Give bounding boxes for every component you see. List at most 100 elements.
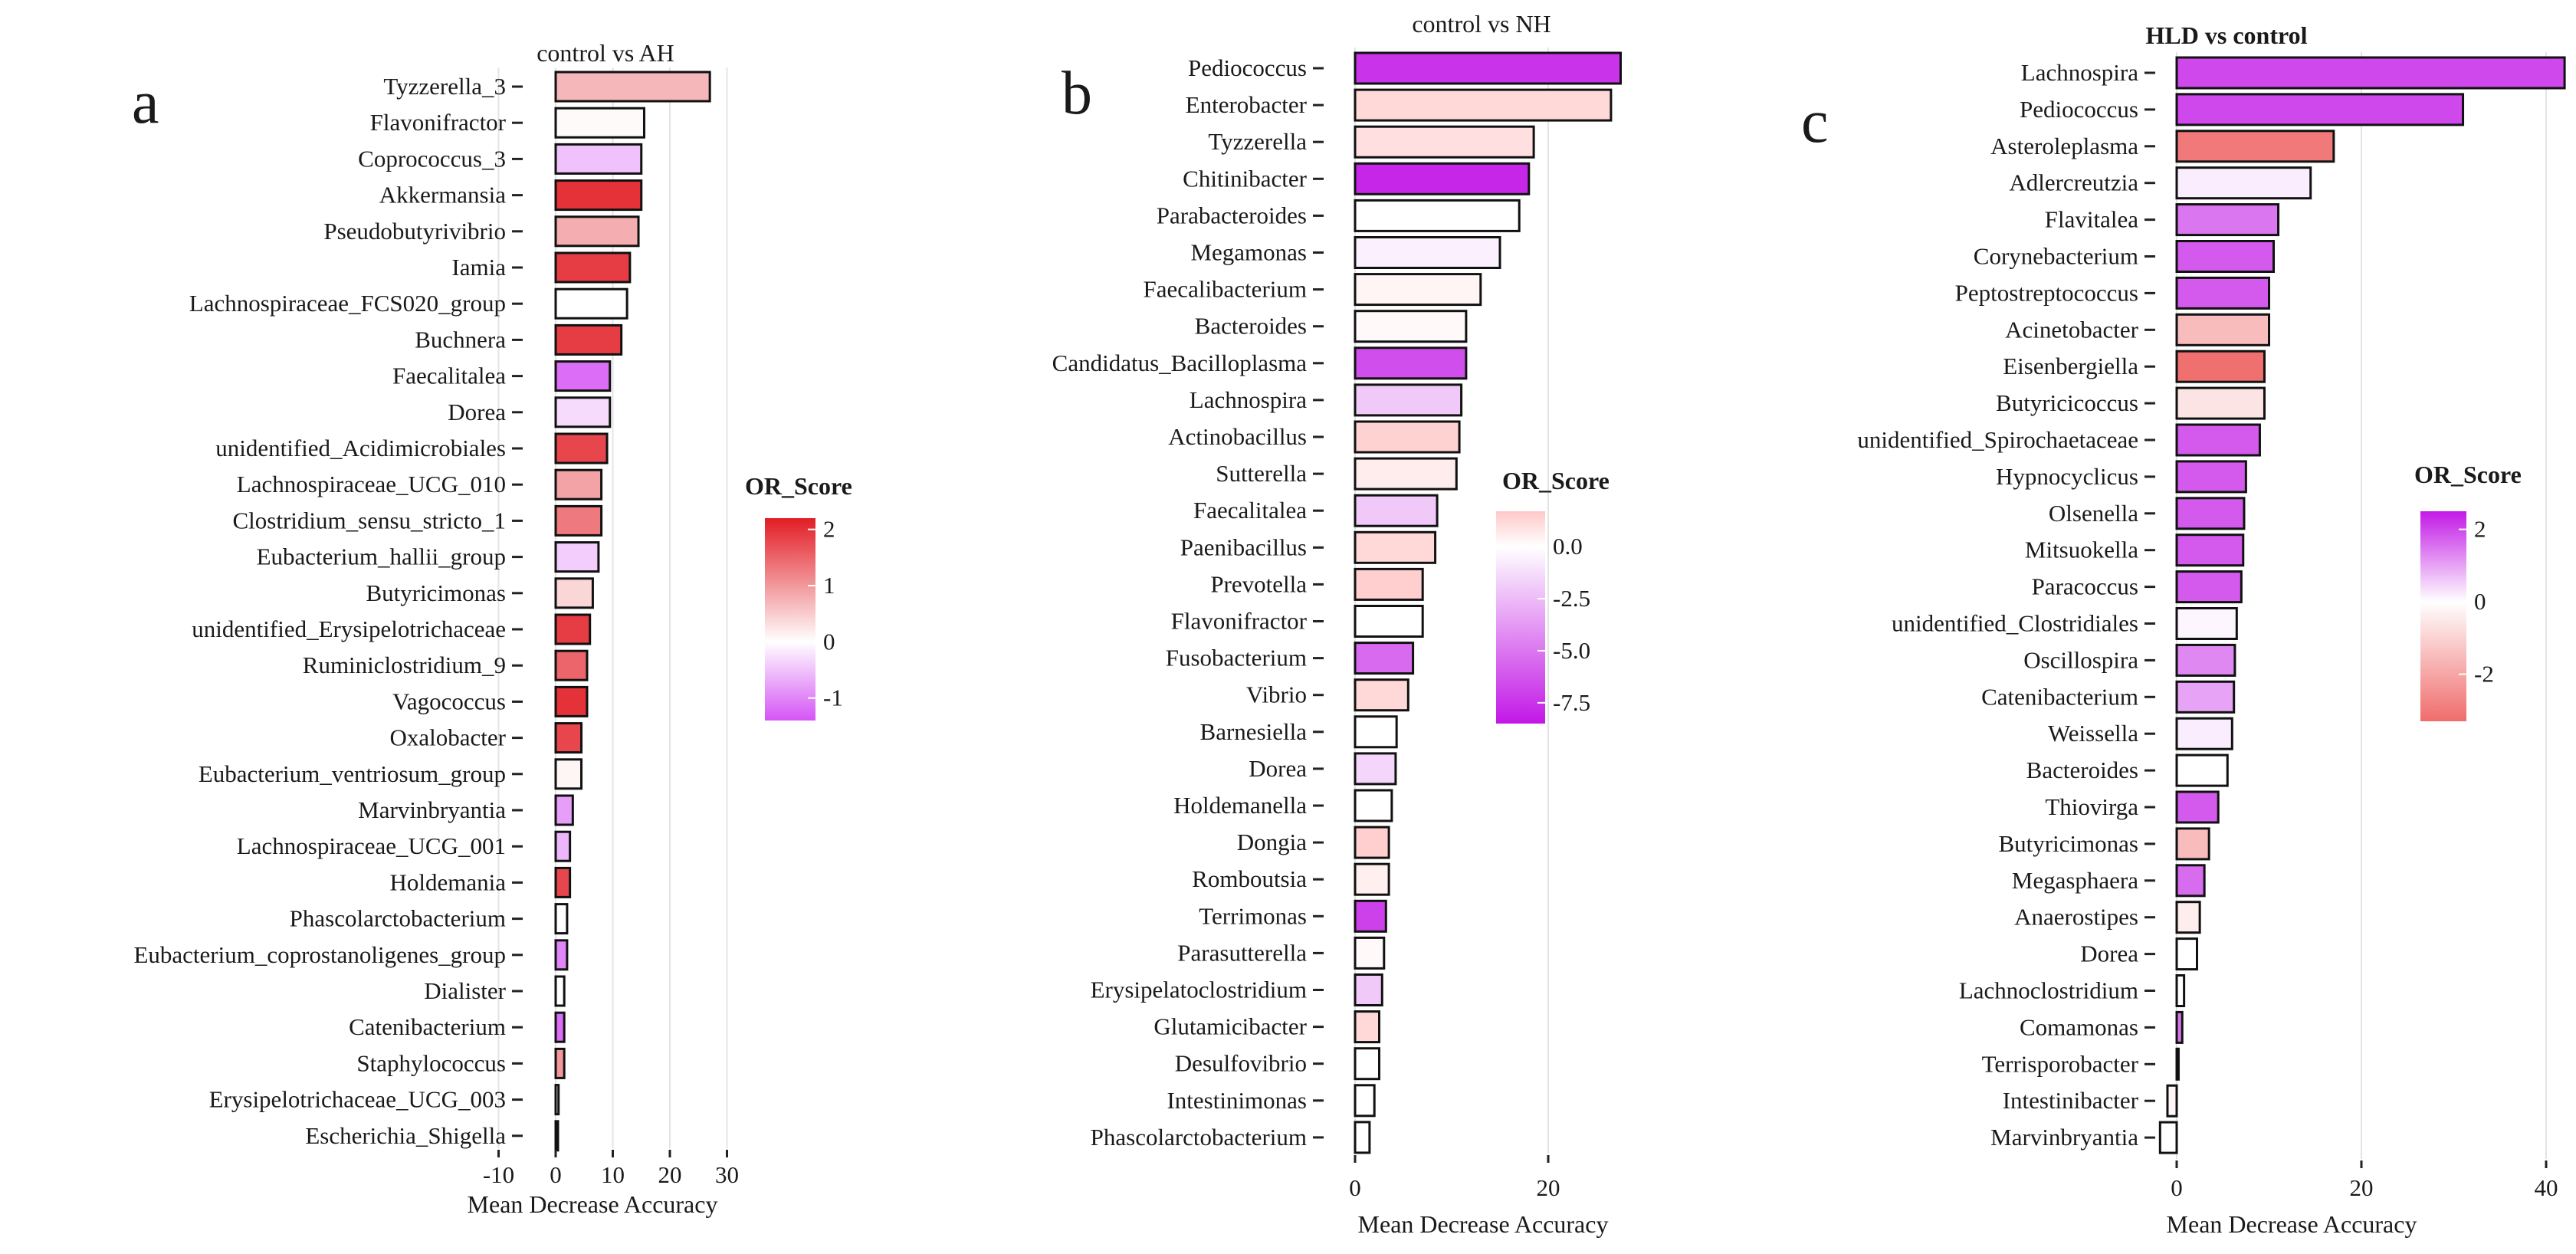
panel-a-x-axis-label: Mean Decrease Accuracy: [468, 1190, 718, 1218]
panel-c: c HLD vs control Lachnospira Pediococcus A…: [1801, 21, 2566, 1238]
category-label: Pseudobutyrivibrio: [323, 218, 506, 245]
bar: [2175, 460, 2247, 494]
category-label: Erysipelatoclostridium: [1091, 977, 1307, 1003]
bar: [554, 360, 612, 392]
category-label: unidentified_Acidimicrobiales: [215, 435, 506, 461]
bar: [1354, 826, 1390, 859]
bar: [554, 613, 592, 645]
x-tick-label: 20: [1537, 1174, 1560, 1201]
category-label: Olsenella: [2049, 500, 2138, 527]
bar: [1354, 310, 1468, 343]
x-tick-label: 0: [1349, 1174, 1361, 1201]
panel-b: b control vs NH Pediococcus Enterobacter T…: [1052, 10, 1622, 1238]
category-label: unidentified_Erysipelotrichaceae: [192, 616, 506, 642]
panel-c-letter: c: [1801, 88, 1829, 156]
bar: [2175, 643, 2236, 677]
bar: [554, 107, 645, 139]
category-label: Dorea: [448, 399, 506, 425]
bar: [1354, 936, 1386, 970]
bar: [1354, 273, 1482, 307]
category-label: Peptostreptococcus: [1955, 279, 2138, 306]
bar: [554, 758, 583, 790]
category-label: Adlercreutzia: [2009, 169, 2138, 196]
category-label: Holdemania: [389, 868, 506, 895]
bar: [554, 323, 623, 356]
x-tick-label: 30: [715, 1161, 739, 1188]
category-label: Desulfovibrio: [1175, 1050, 1307, 1077]
bar: [1354, 1010, 1380, 1044]
category-label: Weissella: [2048, 720, 2138, 747]
category-label: Buchnera: [415, 326, 506, 353]
legend-tick-label: -5.0: [1553, 637, 1590, 664]
category-label: Eisenbergiella: [2003, 353, 2138, 379]
bar: [1354, 125, 1535, 159]
bar: [1354, 973, 1383, 1006]
bar: [2175, 1047, 2180, 1081]
bar: [1354, 1047, 1380, 1081]
bar: [1354, 715, 1398, 749]
bar: [2175, 350, 2266, 383]
panel-b-bars: [1354, 51, 1622, 1154]
bar: [2175, 864, 2206, 898]
panel-b-x-tick-labels: 0 20: [1349, 1155, 1560, 1201]
category-label: Lachnospira: [2021, 59, 2138, 86]
category-label: Flavitalea: [2045, 206, 2138, 233]
category-label: Paenibacillus: [1180, 533, 1307, 560]
legend-tick-label: -2.5: [1553, 585, 1590, 612]
panel-c-legend-colorbar: [2420, 511, 2466, 721]
bar: [1354, 678, 1409, 712]
category-label: Prevotella: [1210, 570, 1307, 597]
category-label: Butyricimonas: [366, 579, 506, 606]
category-label: Lachnospira: [1190, 386, 1307, 413]
panel-a-x-tick-labels: -10 0 10 20 30: [483, 1150, 739, 1188]
x-tick-label: -10: [483, 1161, 514, 1188]
bar: [554, 287, 628, 320]
legend-tick-label: 1: [823, 572, 835, 599]
bar: [1354, 567, 1424, 601]
category-label: Dorea: [1249, 755, 1307, 782]
panel-c-legend-ticks: 2 0 -2: [2459, 516, 2494, 688]
category-label: Vibrio: [1246, 681, 1307, 708]
category-label: Akkermansia: [379, 182, 507, 208]
bar: [554, 143, 643, 175]
category-label: Asteroleplasma: [1990, 133, 2138, 159]
category-label: Tyzzerella_3: [383, 73, 506, 100]
panel-c-title: HLD vs control: [2146, 21, 2308, 49]
legend-tick-label: -1: [823, 684, 843, 711]
bar: [2158, 1121, 2178, 1154]
category-label: Dorea: [2080, 940, 2138, 967]
category-label: Enterobacter: [1186, 91, 1308, 118]
legend-tick-label: 0.0: [1553, 533, 1583, 560]
category-label: Lachnospiraceae_UCG_001: [237, 832, 506, 859]
category-label: Glutamicibacter: [1153, 1013, 1307, 1040]
category-label: Megasphaera: [2012, 867, 2138, 894]
category-label: Escherichia_Shigella: [305, 1122, 506, 1149]
category-label: Hypnocyclicus: [1996, 463, 2138, 490]
panel-a-letter: a: [132, 69, 159, 136]
bar: [554, 939, 569, 971]
category-label: Phascolarctobacterium: [290, 905, 506, 932]
bar: [2175, 937, 2199, 971]
category-label: Mitsuokella: [2025, 537, 2138, 563]
panel-c-x-tick-labels: 0 20 40: [2171, 1160, 2558, 1201]
bar: [1354, 752, 1397, 786]
category-label: Butyricimonas: [1998, 830, 2138, 857]
legend-tick-label: -7.5: [1553, 689, 1590, 716]
category-label: Fusobacterium: [1166, 645, 1307, 671]
category-label: Anaerostipes: [2014, 904, 2138, 931]
panel-b-category-labels: Pediococcus Enterobacter Tyzzerella Chitini…: [1052, 54, 1324, 1151]
category-label: Actinobacillus: [1168, 423, 1307, 450]
bar: [1354, 236, 1501, 269]
panel-c-legend-title: OR_Score: [2414, 461, 2522, 488]
category-label: Faecalitalea: [392, 363, 506, 389]
bar: [554, 1084, 560, 1116]
category-label: Phascolarctobacterium: [1091, 1124, 1307, 1151]
bar: [1354, 420, 1461, 454]
bar: [2175, 93, 2465, 126]
category-label: Megamonas: [1190, 239, 1307, 266]
bar: [554, 722, 583, 754]
category-label: Butyricicoccus: [1996, 389, 2138, 416]
category-label: Eubacterium_ventriosum_group: [199, 760, 506, 787]
bar: [1354, 346, 1468, 380]
panel-b-legend: OR_Score 0.0 -2.5 -5.0 -7.5: [1496, 467, 1610, 724]
